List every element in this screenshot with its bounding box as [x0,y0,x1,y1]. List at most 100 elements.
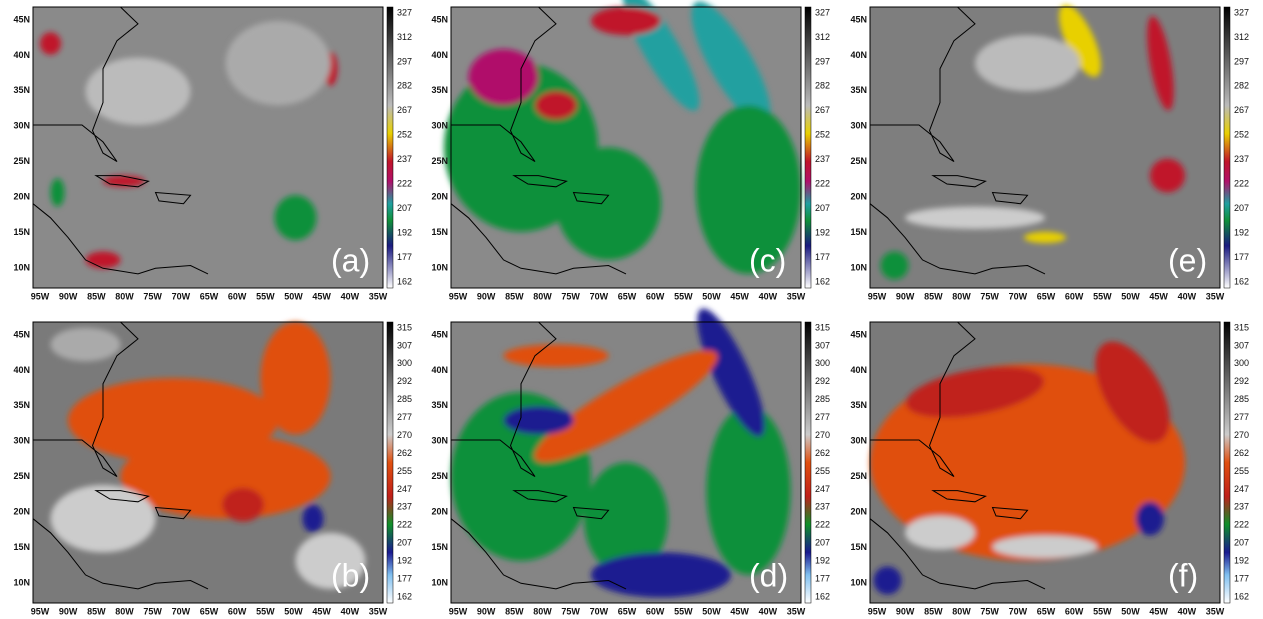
lat-tick-label: 40N [431,50,448,60]
lon-tick-label: 70W [1009,606,1028,616]
lat-tick-label: 40N [431,365,448,375]
colorbar-tick-label: 285 [815,394,830,404]
panel-label: (b) [331,557,370,593]
lon-tick-label: 90W [59,291,78,301]
cloud-feature [86,58,191,125]
lat-tick-label: 30N [850,436,867,446]
lon-tick-label: 65W [200,606,219,616]
colorbar-tick-label: 237 [397,502,412,512]
cloud-feature [51,328,121,362]
colorbar-tick-label: 292 [815,376,830,386]
lat-tick-label: 20N [431,192,448,202]
colorbar [805,7,811,288]
lat-tick-label: 30N [13,121,30,131]
lat-tick-label: 25N [13,471,30,481]
colorbar-tick-label: 162 [815,591,830,601]
lon-tick-label: 75W [143,606,162,616]
lat-tick-label: 25N [850,471,867,481]
colorbar-tick-label: 162 [397,276,412,286]
lon-tick-label: 60W [1065,291,1084,301]
lat-tick-label: 10N [13,262,30,272]
lat-tick-label: 40N [850,365,867,375]
lat-tick-label: 35N [13,85,30,95]
lat-tick-label: 45N [431,14,448,24]
colorbar-tick-label: 255 [397,466,412,476]
lat-tick-label: 30N [850,121,867,131]
colorbar-tick-label: 292 [1234,376,1249,386]
colorbar-tick-label: 192 [397,227,412,237]
lon-tick-label: 60W [646,291,665,301]
colorbar-tick-label: 247 [397,484,412,494]
lon-tick-label: 95W [449,606,468,616]
colorbar-tick-label: 162 [1234,276,1249,286]
lon-tick-label: 90W [896,291,915,301]
colorbar-tick-label: 292 [397,376,412,386]
colorbar-tick-label: 312 [815,32,830,42]
colorbar [387,7,393,288]
colorbar-tick-label: 277 [815,412,830,422]
colorbar-tick-label: 277 [397,412,412,422]
lon-tick-label: 95W [449,291,468,301]
lon-tick-label: 65W [618,291,637,301]
lon-tick-label: 55W [674,606,693,616]
lon-tick-label: 50W [702,291,721,301]
lon-tick-label: 85W [87,606,106,616]
lat-tick-label: 30N [431,121,448,131]
colorbar [805,322,811,603]
lon-tick-label: 80W [533,606,552,616]
colorbar-tick-label: 237 [815,502,830,512]
lat-tick-label: 10N [13,577,30,587]
colorbar-tick-label: 285 [1234,394,1249,404]
cloud-feature [275,195,317,240]
lon-tick-label: 60W [646,606,665,616]
lon-tick-label: 50W [1121,606,1140,616]
lon-tick-label: 90W [59,606,78,616]
lon-tick-label: 90W [896,606,915,616]
colorbar-tick-label: 262 [397,448,412,458]
colorbar-tick-label: 282 [815,81,830,91]
lat-tick-label: 30N [431,436,448,446]
cloud-feature [905,516,975,550]
lon-tick-label: 55W [256,606,275,616]
lon-tick-label: 55W [1093,606,1112,616]
colorbar-tick-label: 300 [1234,358,1249,368]
colorbar-tick-label: 267 [815,105,830,115]
lon-tick-label: 40W [759,606,778,616]
colorbar-tick-label: 222 [1234,520,1249,530]
colorbar-tick-label: 237 [397,154,412,164]
cloud-feature [1150,159,1185,193]
lon-tick-label: 80W [952,291,971,301]
lon-tick-label: 85W [505,606,524,616]
colorbar-tick-label: 177 [1234,573,1249,583]
colorbar-tick-label: 162 [815,276,830,286]
lat-tick-label: 10N [850,577,867,587]
colorbar-tick-label: 207 [1234,538,1249,548]
lon-tick-label: 70W [590,291,609,301]
lat-tick-label: 20N [850,192,867,202]
colorbar-tick-label: 327 [1234,7,1249,17]
colorbar-tick-label: 177 [1234,252,1249,262]
lon-tick-label: 45W [730,291,749,301]
cloud-feature [51,178,65,206]
colorbar-tick-label: 192 [1234,227,1249,237]
colorbar-tick-label: 192 [397,556,412,566]
panel-label: (d) [749,557,788,593]
lon-tick-label: 95W [868,606,887,616]
colorbar-tick-label: 222 [815,179,830,189]
lon-tick-label: 85W [87,291,106,301]
colorbar-tick-label: 300 [815,358,830,368]
colorbar-tick-label: 207 [815,203,830,213]
lat-tick-label: 20N [13,507,30,517]
colorbar-tick-label: 307 [1234,340,1249,350]
lat-tick-label: 15N [13,542,30,552]
lon-tick-label: 90W [477,291,496,301]
colorbar-tick-label: 222 [397,520,412,530]
panel: 45N40N35N30N25N20N15N10N95W90W85W80W75W7… [431,0,830,301]
lon-tick-label: 65W [1037,291,1056,301]
lat-tick-label: 40N [13,50,30,60]
colorbar-tick-label: 192 [1234,556,1249,566]
panel: 45N40N35N30N25N20N15N10N95W90W85W80W75W7… [431,302,830,617]
colorbar-tick-label: 222 [1234,179,1249,189]
lon-tick-label: 50W [284,291,303,301]
cloud-feature [504,344,609,366]
